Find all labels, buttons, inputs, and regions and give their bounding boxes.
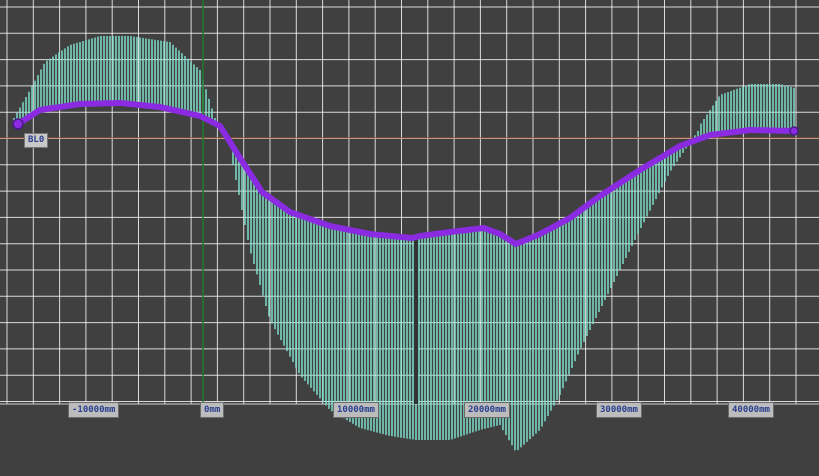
baseline-label: BL0 xyxy=(24,133,49,148)
x-tick-label: 30000mm xyxy=(596,402,642,418)
profile-fill-area xyxy=(13,36,795,451)
curve-start-handle[interactable] xyxy=(12,118,24,130)
x-tick-label: 20000mm xyxy=(464,402,510,418)
x-tick-label: 0mm xyxy=(200,402,225,418)
x-tick-label: 10000mm xyxy=(333,402,379,418)
curve-end-handle[interactable] xyxy=(789,126,799,136)
x-tick-label: 40000mm xyxy=(728,402,774,418)
profile-curve xyxy=(15,100,797,247)
x-tick-label: -10000mm xyxy=(68,402,120,418)
